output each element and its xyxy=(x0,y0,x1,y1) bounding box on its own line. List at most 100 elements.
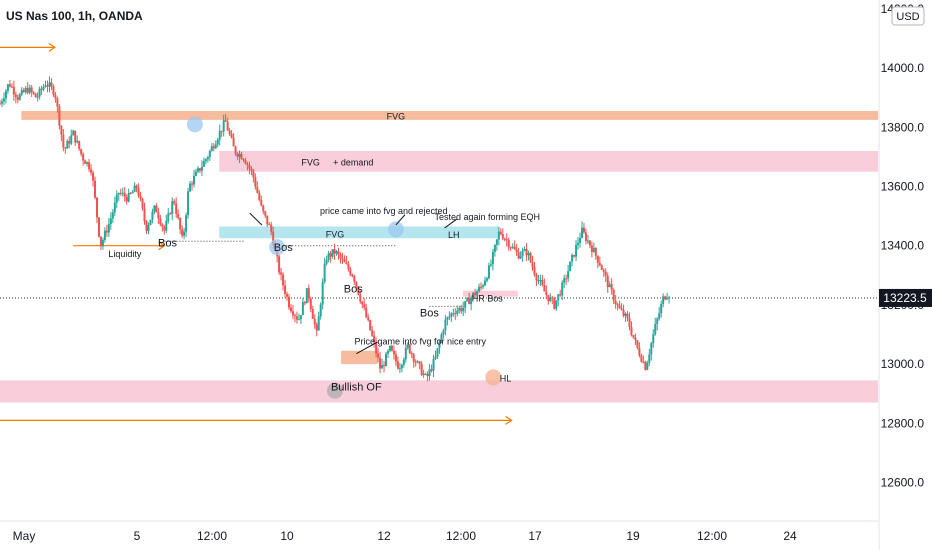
candle xyxy=(18,92,21,101)
candle-body xyxy=(505,239,508,241)
candle-body xyxy=(333,249,336,254)
candle xyxy=(280,268,283,281)
candle xyxy=(169,211,172,215)
currency-button[interactable] xyxy=(891,6,925,26)
candle xyxy=(20,87,23,97)
candle xyxy=(282,272,285,291)
candle-body xyxy=(592,248,595,253)
candle xyxy=(135,184,138,193)
candle xyxy=(394,350,397,366)
candle xyxy=(503,237,506,242)
candle-body xyxy=(305,288,308,304)
candle xyxy=(422,369,425,378)
candle-body xyxy=(648,354,651,363)
candle xyxy=(202,157,205,167)
candle-body xyxy=(230,134,233,138)
candle xyxy=(78,140,81,151)
candle xyxy=(46,80,49,93)
candle xyxy=(531,255,534,271)
candle-body xyxy=(196,168,199,172)
candle xyxy=(121,187,124,197)
candle-body xyxy=(608,284,611,288)
candle xyxy=(648,348,651,367)
candle-body xyxy=(189,183,192,192)
candle xyxy=(44,80,47,88)
candle-body xyxy=(577,242,580,245)
candle-body xyxy=(396,361,399,369)
candle-body xyxy=(527,253,530,256)
candle xyxy=(159,214,162,227)
y-axis[interactable]: 12600.012800.013000.013200.013400.013600… xyxy=(879,2,932,490)
candle xyxy=(115,190,118,209)
candle xyxy=(212,143,215,152)
candle-body xyxy=(323,263,326,283)
candle-body xyxy=(662,296,665,305)
candle-body xyxy=(268,224,271,226)
candle xyxy=(288,293,291,311)
candle-body xyxy=(351,274,354,277)
candle-body xyxy=(547,294,550,301)
arrow-head-0 xyxy=(48,42,56,52)
candle xyxy=(131,189,134,194)
candle-body xyxy=(553,298,556,309)
candle xyxy=(333,243,336,260)
candle xyxy=(547,294,550,305)
candle xyxy=(42,83,45,92)
candle-body xyxy=(464,301,467,308)
candle-body xyxy=(470,297,473,305)
currency-label: USD xyxy=(896,11,919,23)
candle xyxy=(656,317,659,331)
candle-body xyxy=(236,153,239,157)
candle xyxy=(501,228,504,241)
candle-body xyxy=(84,160,87,164)
candle-body xyxy=(377,353,380,358)
candle-body xyxy=(232,137,235,147)
candle-body xyxy=(590,245,593,253)
candle xyxy=(228,128,231,136)
candle-body xyxy=(573,254,576,257)
candle xyxy=(210,143,213,152)
candle-body xyxy=(151,211,154,220)
candle xyxy=(232,133,235,147)
x-tick-label: May xyxy=(13,529,36,543)
candle-body xyxy=(594,248,597,256)
candle-body xyxy=(299,315,302,320)
candle-body xyxy=(22,89,25,92)
candle xyxy=(222,114,225,137)
candle-body xyxy=(416,361,419,363)
candle xyxy=(8,79,11,88)
candle xyxy=(200,160,203,177)
candle xyxy=(246,161,249,171)
candle xyxy=(420,361,423,376)
candle-body xyxy=(668,296,671,299)
candle xyxy=(612,288,615,305)
candle xyxy=(630,321,633,337)
candle xyxy=(299,314,302,325)
candle xyxy=(388,345,391,353)
candle xyxy=(117,192,120,201)
candle-body xyxy=(295,316,298,320)
candle-body xyxy=(614,300,617,305)
candle-body xyxy=(278,256,281,273)
candle xyxy=(580,221,583,239)
candle xyxy=(149,219,152,226)
candle-body xyxy=(646,362,649,370)
candle xyxy=(109,212,112,230)
candle-body xyxy=(365,307,368,318)
candle xyxy=(369,319,372,332)
candle-body xyxy=(34,93,37,98)
x-tick-label: 12:00 xyxy=(446,529,476,543)
candle-body xyxy=(580,227,583,238)
candle xyxy=(58,104,61,130)
candle xyxy=(6,83,9,95)
candle xyxy=(371,325,374,337)
candle-body xyxy=(95,197,98,218)
x-axis[interactable]: May 5 12:00 10 12 12:00 17 19 12:00 24 xyxy=(13,529,797,543)
candle-body xyxy=(487,265,490,279)
candle-body xyxy=(632,334,635,338)
candle-body xyxy=(398,368,401,370)
candle xyxy=(311,305,314,320)
zone-4 xyxy=(341,350,378,365)
candle-body xyxy=(198,168,201,171)
